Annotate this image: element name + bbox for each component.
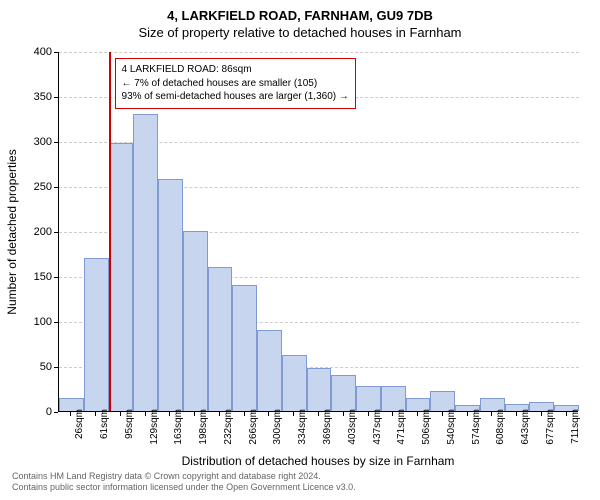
y-tick-label: 400 [12, 46, 52, 58]
x-tick-mark [491, 412, 492, 416]
histogram-bar [282, 355, 307, 411]
histogram-bar [257, 330, 282, 411]
y-tick-mark [54, 187, 58, 188]
histogram-bar [109, 143, 134, 411]
x-tick-mark [417, 412, 418, 416]
x-tick-mark [318, 412, 319, 416]
histogram-bar [158, 179, 183, 411]
x-tick-label: 403sqm [347, 409, 358, 445]
x-tick-mark [169, 412, 170, 416]
x-tick-label: 232sqm [223, 409, 234, 445]
x-tick-mark [467, 412, 468, 416]
x-tick-mark [442, 412, 443, 416]
y-tick-label: 50 [12, 361, 52, 373]
x-tick-mark [343, 412, 344, 416]
x-tick-label: 540sqm [446, 409, 457, 445]
x-tick-mark [541, 412, 542, 416]
histogram-bar [232, 285, 257, 411]
x-tick-mark [566, 412, 567, 416]
legend-line: 93% of semi-detached houses are larger (… [122, 90, 349, 104]
x-tick-label: 61sqm [99, 409, 110, 439]
x-tick-label: 506sqm [421, 409, 432, 445]
x-tick-label: 300sqm [272, 409, 283, 445]
y-tick-label: 350 [12, 91, 52, 103]
x-tick-mark [268, 412, 269, 416]
y-tick-label: 0 [12, 406, 52, 418]
y-tick-mark [54, 232, 58, 233]
histogram-bar [183, 231, 208, 411]
y-axis-label: Number of detached properties [5, 149, 19, 314]
legend-line: ← 7% of detached houses are smaller (105… [122, 77, 349, 91]
x-tick-label: 574sqm [471, 409, 482, 445]
x-tick-label: 471sqm [396, 409, 407, 445]
x-tick-label: 437sqm [372, 409, 383, 445]
y-tick-mark [54, 142, 58, 143]
x-tick-label: 163sqm [173, 409, 184, 445]
y-tick-mark [54, 367, 58, 368]
y-tick-mark [54, 412, 58, 413]
y-tick-label: 100 [12, 316, 52, 328]
x-tick-mark [219, 412, 220, 416]
histogram-bar [307, 368, 332, 411]
copyright-line-1: Contains HM Land Registry data © Crown c… [12, 471, 356, 483]
x-tick-mark [293, 412, 294, 416]
histogram-bar [208, 267, 233, 411]
reference-marker-line [109, 52, 111, 411]
x-tick-mark [392, 412, 393, 416]
x-tick-label: 608sqm [495, 409, 506, 445]
y-tick-label: 300 [12, 136, 52, 148]
x-tick-label: 95sqm [124, 409, 135, 439]
x-tick-label: 643sqm [520, 409, 531, 445]
x-tick-mark [70, 412, 71, 416]
x-tick-mark [120, 412, 121, 416]
y-tick-mark [54, 322, 58, 323]
x-tick-mark [244, 412, 245, 416]
histogram-bar [356, 386, 381, 411]
legend-line: 4 LARKFIELD ROAD: 86sqm [122, 63, 349, 77]
x-tick-mark [368, 412, 369, 416]
x-tick-label: 266sqm [248, 409, 259, 445]
x-tick-mark [95, 412, 96, 416]
x-tick-label: 198sqm [198, 409, 209, 445]
x-tick-mark [516, 412, 517, 416]
x-tick-mark [145, 412, 146, 416]
chart-area: 4 LARKFIELD ROAD: 86sqm← 7% of detached … [58, 52, 578, 412]
x-tick-label: 334sqm [297, 409, 308, 445]
x-tick-label: 369sqm [322, 409, 333, 445]
chart-title-sub: Size of property relative to detached ho… [0, 23, 600, 40]
y-tick-mark [54, 277, 58, 278]
copyright-line-2: Contains public sector information licen… [12, 482, 356, 494]
x-tick-label: 711sqm [570, 409, 581, 444]
plot-region: 4 LARKFIELD ROAD: 86sqm← 7% of detached … [58, 52, 578, 412]
x-axis-label: Distribution of detached houses by size … [182, 454, 455, 468]
x-tick-mark [194, 412, 195, 416]
chart-title-main: 4, LARKFIELD ROAD, FARNHAM, GU9 7DB [0, 0, 600, 23]
histogram-bar [331, 375, 356, 411]
histogram-bar [84, 258, 109, 411]
x-tick-label: 129sqm [149, 409, 160, 445]
y-tick-mark [54, 52, 58, 53]
histogram-bar [133, 114, 158, 411]
y-tick-mark [54, 97, 58, 98]
histogram-bar [381, 386, 406, 411]
x-tick-label: 26sqm [74, 409, 85, 439]
legend-box: 4 LARKFIELD ROAD: 86sqm← 7% of detached … [115, 58, 356, 109]
x-tick-label: 677sqm [545, 409, 556, 445]
copyright-notice: Contains HM Land Registry data © Crown c… [12, 471, 356, 494]
